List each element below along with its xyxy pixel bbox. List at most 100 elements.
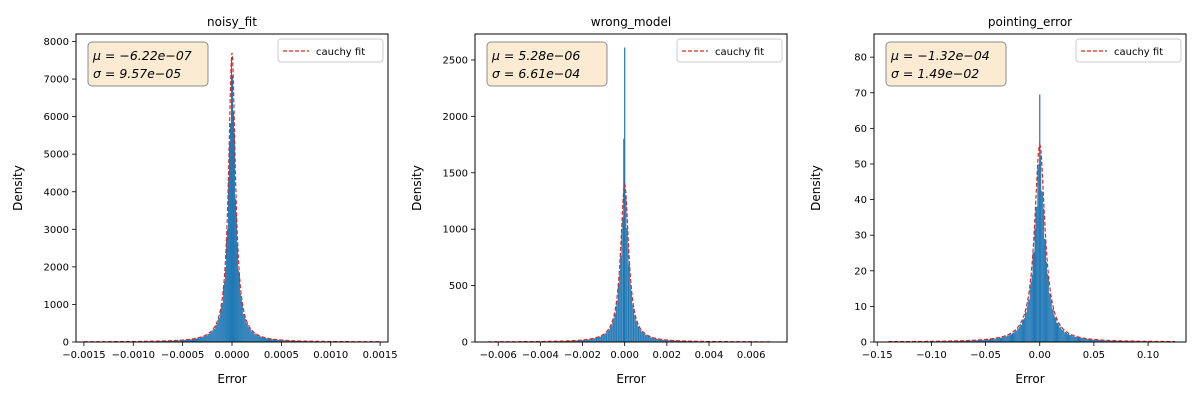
histogram-bar <box>206 335 208 342</box>
histogram-bar <box>270 338 272 342</box>
histogram-bar <box>182 340 184 342</box>
histogram-bar <box>609 329 611 342</box>
histogram-bar <box>607 331 608 342</box>
histogram-bar <box>234 198 236 342</box>
histogram-bar <box>628 264 630 342</box>
y-tick-label: 1000 <box>443 225 468 236</box>
histogram-bar <box>232 111 234 342</box>
histogram-bar <box>661 339 662 342</box>
x-tick-label: −0.0015 <box>62 350 105 361</box>
histogram-bar <box>1042 192 1044 342</box>
histogram-bar <box>580 340 582 342</box>
histogram-bar <box>178 340 180 342</box>
histogram-bar <box>276 339 278 342</box>
histogram-bars <box>888 94 1176 342</box>
histogram-bar <box>287 340 289 342</box>
histogram-bar <box>1015 330 1017 342</box>
histogram-bar <box>1119 340 1121 342</box>
histogram-bar <box>250 331 252 342</box>
histogram-bar <box>1005 336 1007 342</box>
histogram-bar <box>1044 238 1046 342</box>
histogram-bar <box>1094 339 1096 342</box>
histogram-bar <box>1063 330 1065 342</box>
histogram-bar <box>680 340 682 342</box>
histogram-bar <box>197 338 199 342</box>
stats-mu: μ = −1.32e−04 <box>890 48 990 63</box>
histogram-bar <box>255 335 257 342</box>
histogram-bar <box>987 339 989 342</box>
histogram-bar <box>646 334 648 342</box>
histogram-bar <box>1117 340 1119 342</box>
histogram-bar <box>677 340 679 342</box>
y-tick-label: 20 <box>854 266 867 277</box>
histogram-bar <box>1061 329 1063 342</box>
histogram-bar <box>597 337 599 342</box>
histogram-bar <box>969 340 971 342</box>
histogram-bar <box>997 337 999 342</box>
histogram-bar <box>665 340 667 342</box>
histogram-bar <box>584 339 586 342</box>
histogram-bar <box>996 338 998 342</box>
histogram-bar <box>618 283 620 342</box>
histogram-bar <box>678 340 680 342</box>
histogram-bar <box>248 327 250 342</box>
histogram-bar <box>1055 317 1057 342</box>
histogram-bar <box>1038 163 1040 342</box>
histogram-bar <box>279 340 281 342</box>
histogram-bar <box>168 340 170 342</box>
histogram-bar <box>192 339 194 342</box>
histogram-bar <box>651 337 652 342</box>
histogram-bar <box>277 339 279 342</box>
histogram-bar <box>1069 335 1071 342</box>
histogram-bar <box>259 336 261 342</box>
histogram-bar <box>265 338 267 342</box>
histogram-bar <box>600 335 602 342</box>
histogram-bar <box>235 214 237 342</box>
histogram-bar <box>978 340 980 342</box>
histogram-bar <box>184 339 186 342</box>
histogram-bar <box>966 340 968 342</box>
legend: cauchy fit <box>676 38 783 63</box>
histogram-bar <box>195 338 197 342</box>
histogram-bar <box>970 340 972 342</box>
histogram-bar <box>1023 319 1024 342</box>
y-tick-label: 1000 <box>44 300 69 311</box>
histogram-bar <box>1099 340 1101 342</box>
histogram-bar <box>208 334 210 342</box>
histogram-bar <box>1064 332 1066 342</box>
histogram-bar <box>1060 326 1062 342</box>
histogram-bar <box>580 340 581 342</box>
histogram-bar <box>1108 340 1110 342</box>
histogram-bar <box>655 338 657 342</box>
histogram-bar <box>1054 317 1056 342</box>
histogram-bar <box>1078 337 1080 342</box>
histogram-bar <box>1072 335 1074 342</box>
x-tick-label: 0.00 <box>1029 350 1051 361</box>
histogram-bar <box>974 340 976 342</box>
histogram-bar <box>972 340 974 342</box>
histogram-bar <box>995 338 997 342</box>
histogram-bar <box>1052 308 1054 342</box>
y-tick-label: 7000 <box>44 75 69 86</box>
histogram-bar <box>185 340 187 342</box>
histogram-bar <box>971 340 973 342</box>
histogram-bar <box>1050 300 1052 342</box>
histogram-bar <box>637 326 639 342</box>
histogram-bar <box>648 336 650 342</box>
histogram-bar <box>998 338 1000 342</box>
histogram-bar <box>173 340 175 342</box>
histogram-bar <box>641 331 643 342</box>
histogram-bar <box>1095 339 1097 342</box>
histogram-bar <box>671 340 672 342</box>
histogram-bar <box>225 267 227 342</box>
histogram-bar <box>1066 332 1068 342</box>
histogram-bar <box>968 340 970 342</box>
histogram-bar <box>1001 336 1003 342</box>
histogram-bar <box>203 336 205 342</box>
y-tick-label: 500 <box>449 281 468 292</box>
histogram-bar <box>291 340 293 342</box>
histogram-bar <box>982 340 984 342</box>
histogram-bar <box>1019 326 1021 342</box>
histogram-bar <box>1008 335 1010 342</box>
x-tick-label: −0.004 <box>522 350 559 361</box>
